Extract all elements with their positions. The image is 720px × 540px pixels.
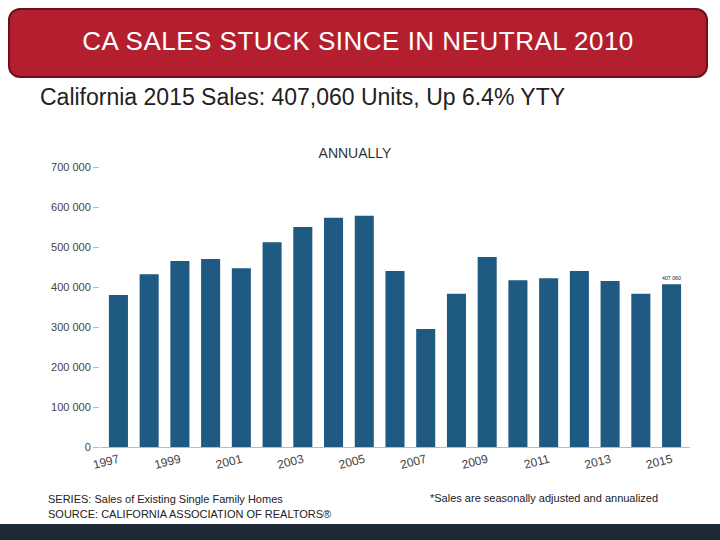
svg-text:600 000: 600 000 <box>51 201 91 213</box>
svg-text:2011: 2011 <box>522 451 551 471</box>
svg-text:500 000: 500 000 <box>51 241 91 253</box>
svg-text:1999: 1999 <box>153 451 183 472</box>
html-text:SOURCE: CALIFORNIA ASSOCIATION: SOURCE: CALIFORNIA ASSOCIATION OF REALTO… <box>48 508 332 520</box>
svg-text:2005: 2005 <box>337 451 367 472</box>
html-text:*Sales are seasonally adjusted: *Sales are seasonally adjusted and annua… <box>430 492 659 504</box>
svg-text:2007: 2007 <box>399 451 429 472</box>
svg-text:700 000: 700 000 <box>51 161 91 173</box>
svg-text:400 000: 400 000 <box>51 281 91 293</box>
svg-text:200 000: 200 000 <box>51 361 91 373</box>
html-text:SERIES: Sales of Existing Sing: SERIES: Sales of Existing Single Family … <box>48 493 283 505</box>
svg-text:2013: 2013 <box>583 451 613 472</box>
svg-text:2001: 2001 <box>214 451 244 472</box>
svg-text:407 060: 407 060 <box>662 275 681 281</box>
svg-text:0: 0 <box>85 441 91 453</box>
svg-text:2009: 2009 <box>460 451 490 472</box>
html-text:California 2015 Sales: 407,060: California 2015 Sales: 407,060 Units, Up… <box>40 84 565 110</box>
html-text:ANNUALLY: ANNUALLY <box>318 145 392 161</box>
svg-text:2015: 2015 <box>644 451 674 472</box>
html-text:CA SALES STUCK SINCE IN NEUTRA: CA SALES STUCK SINCE IN NEUTRAL 2010 <box>82 26 634 56</box>
svg-text:100 000: 100 000 <box>51 401 91 413</box>
svg-text:1997: 1997 <box>91 451 121 472</box>
svg-text:300 000: 300 000 <box>51 321 91 333</box>
svg-text:2003: 2003 <box>276 451 306 472</box>
